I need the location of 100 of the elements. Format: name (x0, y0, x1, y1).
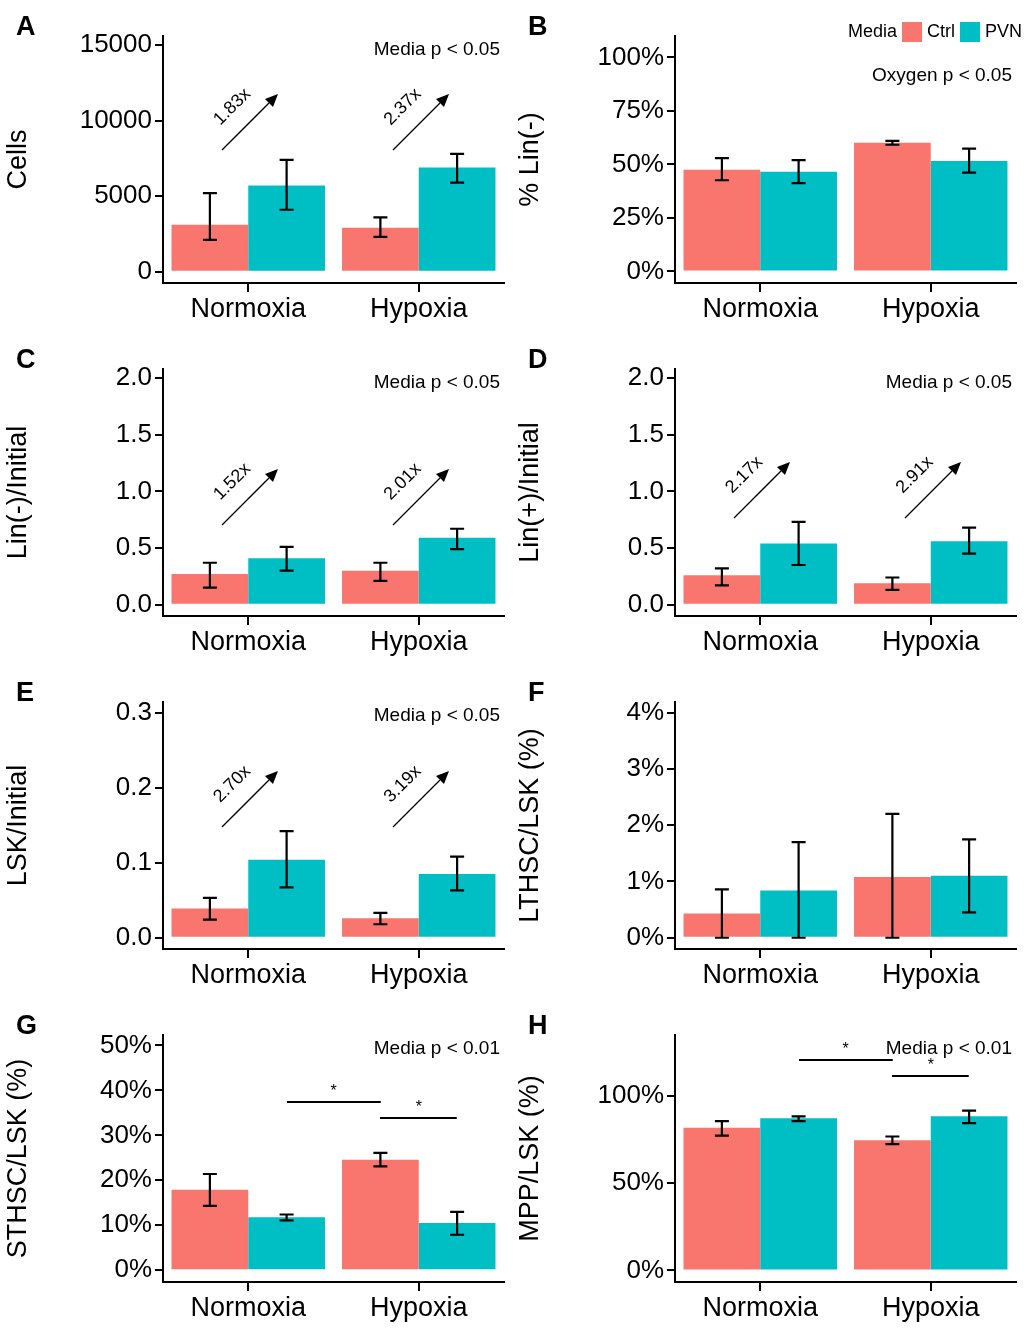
bar (418, 167, 496, 271)
x-tick-label: Normoxia (702, 292, 819, 323)
annotation: Media p < 0.05 (373, 38, 500, 60)
bar (418, 537, 496, 604)
y-tick-label: 75% (611, 94, 664, 125)
y-tick-label: 1.0 (115, 474, 152, 505)
annotation: * (330, 1082, 337, 1100)
chart-title: G (16, 1010, 38, 1041)
y-tick-label: 0.0 (627, 587, 664, 618)
y-tick-label: 0% (626, 1253, 664, 1284)
bar (854, 1140, 931, 1270)
annotation: * (842, 1039, 849, 1057)
bar (854, 876, 931, 937)
legend-title: Media (847, 20, 898, 41)
y-axis-title: LTHSC/LSK (%) (513, 728, 544, 923)
y-tick-label: 0% (626, 920, 664, 951)
x-tick-label: Hypoxia (881, 625, 981, 656)
y-tick-label: 2% (626, 808, 664, 839)
bar (418, 873, 496, 937)
y-tick-label: 1.0 (627, 474, 664, 505)
x-tick-label: Normoxia (702, 1291, 819, 1322)
y-tick-label: 0% (114, 1253, 152, 1284)
chart-title: B (528, 11, 548, 42)
bar (418, 1223, 496, 1270)
bar (930, 541, 1008, 604)
chart-title: A (16, 11, 36, 42)
bar (930, 161, 1008, 271)
annotation: Oxygen p < 0.05 (872, 64, 1012, 86)
annotation: Media p < 0.05 (373, 704, 500, 726)
bar (342, 570, 419, 604)
bar (342, 918, 419, 937)
y-tick-label: 0.5 (627, 531, 664, 562)
bar (171, 224, 249, 271)
bar (760, 543, 837, 604)
y-tick-label: 40% (99, 1073, 152, 1104)
x-tick-label: Normoxia (190, 958, 307, 989)
bar (342, 227, 419, 271)
y-tick-label: 15000 (79, 28, 152, 59)
y-tick-label: 5000 (94, 179, 152, 210)
x-tick-label: Hypoxia (369, 292, 469, 323)
x-tick-label: Normoxia (190, 625, 307, 656)
x-tick-label: Hypoxia (369, 625, 469, 656)
legend-label: PVN (984, 20, 1022, 41)
x-tick-label: Normoxia (190, 292, 307, 323)
y-axis-title: % Lin(-) (513, 112, 544, 207)
annotation: Media p < 0.05 (373, 371, 500, 393)
y-axis-title: STHSC/LSK (%) (1, 1058, 32, 1259)
y-tick-label: 2.0 (627, 361, 664, 392)
annotation: Media p < 0.01 (373, 1037, 500, 1059)
y-tick-label: 2.0 (115, 361, 152, 392)
x-tick-label: Normoxia (190, 1291, 307, 1322)
bar (171, 574, 249, 604)
bar (760, 1118, 837, 1270)
bar (683, 1127, 761, 1270)
y-tick-label: 1.5 (627, 417, 664, 448)
x-tick-label: Normoxia (702, 958, 819, 989)
y-tick-label: 50% (611, 1166, 664, 1197)
y-tick-label: 0.0 (115, 920, 152, 951)
x-tick-label: Hypoxia (881, 1291, 981, 1322)
y-tick-label: 0 (137, 254, 152, 285)
bar (171, 1189, 249, 1270)
legend-label: Ctrl (927, 20, 955, 41)
bar (248, 185, 325, 271)
y-tick-label: 0.3 (115, 695, 152, 726)
annotation: Media p < 0.05 (885, 371, 1012, 393)
chart-title: C (16, 344, 36, 375)
chart-title: H (528, 1010, 548, 1041)
y-axis-title: Lin(+)/Initial (513, 422, 544, 563)
x-tick-label: Hypoxia (369, 1291, 469, 1322)
y-tick-label: 10000 (79, 103, 152, 134)
bar (930, 1116, 1008, 1270)
y-tick-label: 0.0 (115, 587, 152, 618)
bar (683, 913, 761, 937)
y-tick-label: 0% (626, 254, 664, 285)
y-tick-label: 20% (99, 1163, 152, 1194)
annotation: * (415, 1098, 422, 1116)
bar (248, 558, 325, 604)
bar (854, 583, 931, 604)
y-tick-label: 3% (626, 752, 664, 783)
x-tick-label: Hypoxia (369, 958, 469, 989)
chart-title: E (16, 677, 35, 708)
bar (683, 169, 761, 271)
y-tick-label: 1.5 (115, 417, 152, 448)
y-tick-label: 0.1 (115, 845, 152, 876)
x-tick-label: Hypoxia (881, 292, 981, 323)
y-tick-label: 1% (626, 864, 664, 895)
y-tick-label: 4% (626, 695, 664, 726)
y-tick-label: 50% (611, 147, 664, 178)
y-tick-label: 25% (611, 201, 664, 232)
bar (854, 142, 931, 271)
y-tick-label: 30% (99, 1118, 152, 1149)
y-axis-title: Lin(-)/Initial (1, 425, 32, 560)
x-tick-label: Hypoxia (881, 958, 981, 989)
y-tick-label: 100% (597, 1079, 664, 1110)
y-tick-label: 100% (597, 40, 664, 71)
y-tick-label: 10% (99, 1208, 152, 1239)
y-axis-title: Cells (1, 129, 32, 190)
bar (171, 908, 249, 937)
y-tick-label: 50% (99, 1028, 152, 1059)
bar (760, 171, 837, 271)
